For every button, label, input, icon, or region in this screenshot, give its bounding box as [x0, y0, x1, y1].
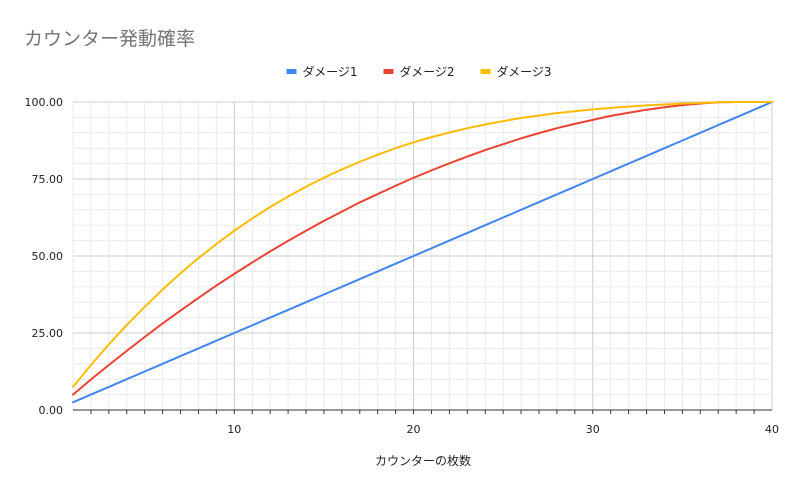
x-tick-label: 20: [407, 423, 421, 436]
y-tick-label: 75.00: [32, 173, 64, 186]
series-layer: [72, 101, 773, 404]
y-tick-label: 25.00: [32, 327, 64, 340]
x-axis-title: カウンターの枚数: [375, 453, 471, 468]
y-tick-label: 50.00: [32, 250, 64, 263]
x-tick-label: 10: [227, 423, 241, 436]
legend-swatch-2: [383, 69, 394, 74]
series-line-1: [72, 101, 773, 404]
grid-layer: [72, 101, 773, 411]
chart-title: カウンター発動確率: [24, 28, 196, 50]
legend: ダメージ1 ダメージ2 ダメージ3: [286, 64, 552, 79]
y-tick-label: 0.00: [39, 404, 64, 417]
legend-swatch-1: [286, 69, 297, 74]
legend-swatch-3: [480, 69, 491, 74]
legend-label-2: ダメージ2: [400, 64, 455, 79]
series-line-3: [72, 101, 773, 388]
axis-layer: 10 20 30 40 0.00 25.00 50.00 75.00 100.00: [25, 96, 780, 436]
x-tick-label: 30: [586, 423, 600, 436]
y-tick-label: 100.00: [25, 96, 64, 109]
legend-label-3: ダメージ3: [497, 64, 552, 79]
x-tick-label: 40: [765, 423, 779, 436]
series-line-2: [72, 101, 773, 396]
legend-label-1: ダメージ1: [303, 64, 358, 79]
